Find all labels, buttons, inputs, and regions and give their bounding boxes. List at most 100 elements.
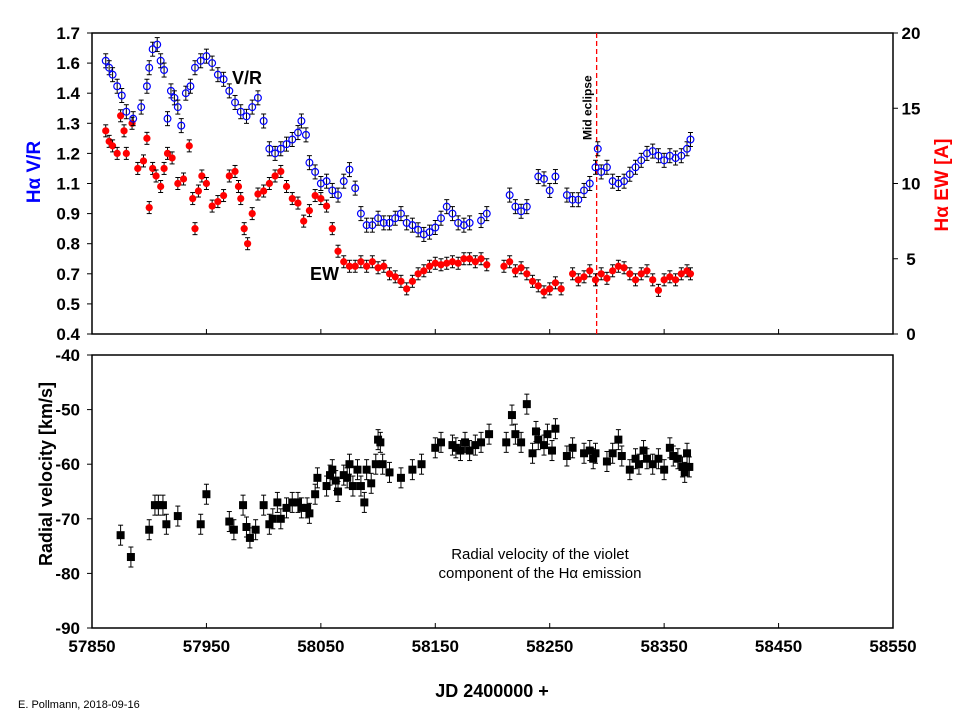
ew-point [174, 179, 182, 188]
vr-point [660, 156, 669, 165]
rv-point [326, 471, 335, 480]
vr-point [686, 135, 695, 144]
vr-point [425, 228, 434, 237]
vr-point [511, 202, 520, 211]
ew-point [626, 270, 634, 278]
ew-point [240, 225, 248, 233]
rv-point [331, 476, 340, 485]
ew-point [351, 262, 359, 270]
rv-point [311, 490, 320, 499]
rv-point [683, 449, 692, 458]
ew-point [569, 270, 577, 278]
x-tick-label: 57950 [183, 637, 230, 656]
y-tick-label: 1.1 [56, 175, 80, 194]
vr-point [585, 179, 594, 188]
x-tick-label: 58450 [755, 637, 802, 656]
vr-point [379, 218, 388, 227]
ew-point [649, 276, 657, 284]
vr-point [517, 207, 526, 216]
top-left-axis-ticks: 1.7 1.6 1.4 1.3 1.2 1.1 0.9 0.8 0.7 0.5 0.4 [56, 24, 92, 344]
rv-point [229, 525, 238, 534]
ew-point [677, 270, 685, 278]
vr-point [648, 147, 657, 156]
rv-point [451, 443, 460, 452]
rv-point [288, 498, 297, 507]
rv-point [507, 411, 516, 420]
ew-point [380, 262, 388, 270]
rv-point [268, 514, 277, 523]
ew-point [254, 190, 262, 198]
ew-point [231, 167, 239, 176]
ew-point [357, 258, 365, 266]
ew-point [420, 267, 428, 275]
rv-point [517, 438, 526, 447]
vr-point [414, 225, 423, 234]
ew-point [431, 259, 439, 267]
ew-point [414, 270, 422, 278]
vr-point [351, 184, 360, 193]
rv-point [126, 553, 135, 562]
y-right-tick-label: 0 [906, 325, 915, 344]
vr-point [374, 214, 383, 223]
ew-point [408, 277, 416, 285]
vr-point [602, 163, 611, 172]
vr-point [276, 144, 285, 153]
top-right-axis-ticks: 20 15 10 5 0 [893, 24, 920, 344]
ew-point [391, 273, 399, 281]
ew-point [139, 157, 148, 165]
ew-point [122, 149, 130, 157]
ew-point [363, 262, 371, 270]
ew-point [277, 167, 285, 176]
vr-point [408, 221, 417, 230]
ew-series [102, 109, 695, 299]
ew-point [368, 258, 376, 266]
ew-point [225, 172, 233, 180]
ew-point [234, 182, 243, 191]
rv-series [116, 393, 694, 568]
credit-text: E. Pollmann, 2018-09-16 [18, 699, 140, 711]
rv-point [265, 520, 274, 529]
rv-point [396, 473, 405, 482]
x-tick-label: 57850 [68, 637, 115, 656]
top-panel: 1.7 1.6 1.4 1.3 1.2 1.1 0.9 0.8 0.7 0.5 0.4 20 15 10… [24, 24, 953, 344]
vr-point [173, 103, 182, 112]
ew-point [152, 172, 160, 180]
rv-point [245, 533, 254, 542]
ew-point [385, 270, 394, 278]
rv-point [202, 490, 211, 499]
vr-point [248, 103, 257, 112]
ew-point [113, 149, 121, 157]
ew-point [237, 194, 245, 203]
rv-point [485, 430, 494, 439]
ew-point [466, 255, 474, 263]
ew-point [603, 274, 611, 282]
rv-point [634, 460, 643, 469]
vr-point [431, 223, 440, 232]
rv-point [543, 430, 552, 439]
rv-point [548, 446, 557, 455]
vr-point [683, 144, 692, 153]
y-tick-label: 0.9 [56, 205, 80, 224]
vr-point [271, 149, 280, 158]
vr-point [297, 116, 306, 125]
ew-point [517, 264, 525, 272]
rv-point [328, 465, 337, 474]
vr-point [160, 66, 169, 75]
vr-point [396, 209, 405, 218]
ew-point [260, 187, 268, 195]
ew-point [534, 282, 542, 290]
vr-point [208, 59, 217, 68]
rv-point [251, 525, 260, 534]
ew-point [506, 258, 514, 266]
vr-point [322, 177, 331, 186]
rv-point [334, 487, 343, 496]
rv-point [562, 452, 571, 461]
rv-point [465, 446, 474, 455]
rv-point [511, 430, 520, 439]
ew-point [149, 164, 157, 173]
bottom-y-axis-ticks: -40 -50 -60 -70 -80 -90 [55, 346, 92, 638]
rv-point [534, 435, 543, 444]
top-plot-frame [91, 32, 894, 335]
rv-point [173, 512, 182, 521]
vr-point [108, 70, 117, 79]
